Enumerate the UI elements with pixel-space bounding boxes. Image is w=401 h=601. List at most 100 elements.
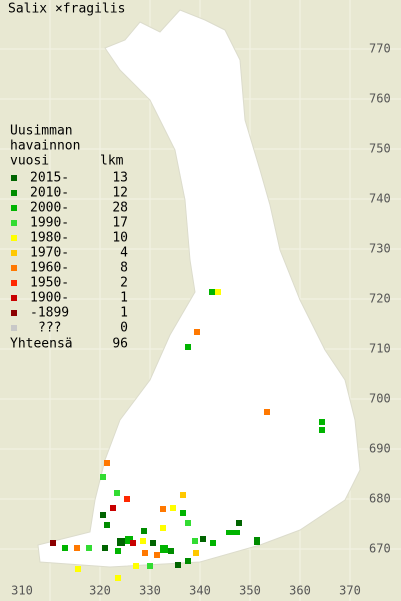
- legend-swatch: [11, 250, 17, 256]
- observation: [142, 550, 148, 556]
- legend-count: 13: [112, 171, 128, 186]
- legend-count: 12: [112, 186, 128, 201]
- observation: [192, 538, 198, 544]
- observation: [115, 548, 121, 554]
- observation: [194, 329, 200, 335]
- finland-outline: [37, 9, 361, 568]
- observation: [104, 522, 110, 528]
- observation: [175, 562, 181, 568]
- legend-swatch: [11, 265, 17, 271]
- legend-label: 1950-: [30, 276, 69, 291]
- observation: [117, 538, 125, 546]
- observation: [254, 537, 260, 545]
- observation: [200, 536, 206, 542]
- legend-count: 28: [112, 201, 128, 216]
- legend-count: 17: [112, 216, 128, 231]
- legend-label: 2000-: [30, 201, 69, 216]
- observation: [133, 563, 139, 569]
- observation: [147, 563, 153, 569]
- observation: [185, 344, 191, 350]
- observation: [160, 545, 168, 553]
- legend-count: 1: [120, 306, 128, 321]
- y-grid-label: 730: [369, 242, 391, 256]
- legend-swatch: [11, 220, 17, 226]
- observation: [150, 540, 156, 546]
- observation: [86, 545, 92, 551]
- title: Salix ×fragilis: [8, 2, 125, 17]
- legend-swatch: [11, 280, 17, 286]
- observation: [236, 520, 242, 526]
- observation: [62, 545, 68, 551]
- observation: [104, 460, 110, 466]
- total-label: Yhteensä: [10, 337, 73, 352]
- x-grid-label: 340: [189, 584, 211, 598]
- observation: [130, 540, 136, 546]
- observation: [125, 536, 133, 544]
- observation: [215, 289, 221, 295]
- legend-label: 1980-: [30, 231, 69, 246]
- legend-count: 0: [120, 321, 128, 336]
- legend-heading: havainnon: [10, 139, 80, 154]
- legend-label: 1960-: [30, 261, 69, 276]
- y-grid-label: 690: [369, 442, 391, 456]
- observation: [154, 552, 160, 558]
- legend-label: 1900-: [30, 291, 69, 306]
- observation: [226, 530, 240, 535]
- observation: [114, 490, 120, 496]
- observations: [50, 289, 325, 581]
- observation: [100, 512, 106, 518]
- legend-count: 10: [112, 231, 128, 246]
- observation: [185, 520, 191, 526]
- legend-heading: vuosi: [10, 154, 49, 169]
- legend-label: ???: [38, 321, 61, 336]
- observation: [319, 419, 325, 425]
- x-grid-label: 320: [89, 584, 111, 598]
- observation: [100, 474, 106, 480]
- y-grid-label: 680: [369, 492, 391, 506]
- observation: [209, 289, 215, 295]
- observation: [160, 506, 166, 512]
- observation: [264, 409, 270, 415]
- legend-swatch: [11, 190, 17, 196]
- x-grid-label: 370: [339, 584, 361, 598]
- x-grid-label: 310: [11, 584, 33, 598]
- legend-swatch: [11, 235, 17, 241]
- y-grid-label: 740: [369, 192, 391, 206]
- y-grid-label: 700: [369, 392, 391, 406]
- observation: [50, 540, 56, 546]
- observation: [180, 492, 186, 498]
- legend-swatch: [11, 310, 17, 316]
- legend-count: 8: [120, 261, 128, 276]
- legend-count-heading: lkm: [100, 154, 124, 169]
- observation: [140, 538, 146, 544]
- y-grid-label: 720: [369, 292, 391, 306]
- legend-swatch: [11, 205, 17, 211]
- observation: [180, 510, 186, 516]
- legend-count: 2: [120, 276, 128, 291]
- observation: [102, 545, 108, 551]
- x-grid-label: 360: [289, 584, 311, 598]
- legend-label: 1970-: [30, 246, 69, 261]
- observation: [141, 528, 147, 534]
- y-grid-label: 750: [369, 142, 391, 156]
- y-grid-label: 760: [369, 92, 391, 106]
- observation: [185, 558, 191, 564]
- y-grid-label: 770: [369, 42, 391, 56]
- observation: [210, 540, 216, 546]
- legend-label: 2015-: [30, 171, 69, 186]
- x-grid-label: 330: [139, 584, 161, 598]
- legend-count: 4: [120, 246, 128, 261]
- y-grid-label: 670: [369, 542, 391, 556]
- x-grid-label: 350: [239, 584, 261, 598]
- observation: [75, 566, 81, 572]
- y-grid-label: 710: [369, 342, 391, 356]
- observation: [170, 505, 176, 511]
- observation: [193, 550, 199, 556]
- legend-swatch: [11, 175, 17, 181]
- legend-swatch: [11, 295, 17, 301]
- observation: [110, 505, 116, 511]
- observation: [160, 525, 166, 531]
- observation: [168, 548, 174, 554]
- legend-heading: Uusimman: [10, 124, 73, 139]
